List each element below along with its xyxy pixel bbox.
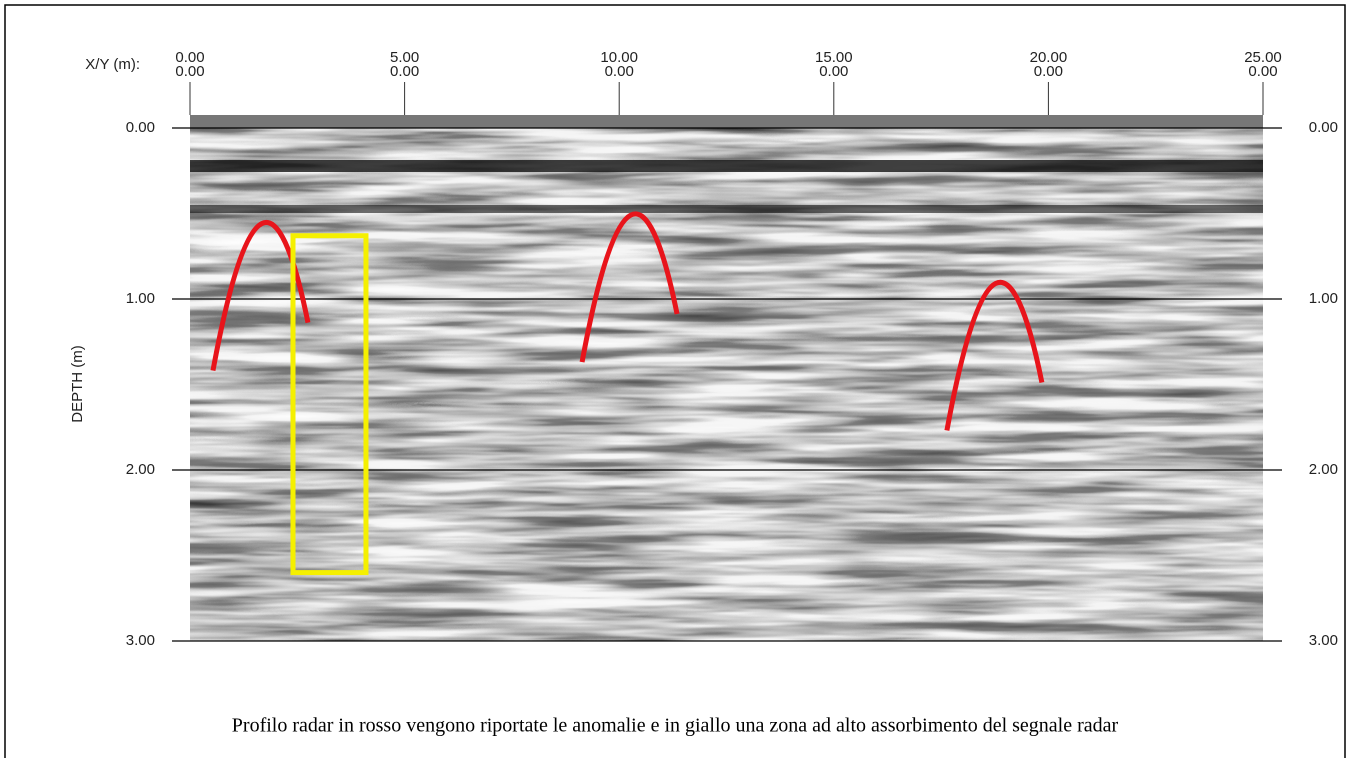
y-coordinate-label: 0.00 [390,63,419,80]
frame [4,4,1346,758]
radargram [190,128,1263,641]
y-axis-label: DEPTH (m) [69,345,86,423]
caption: Profilo radar in rosso vengono riportate… [232,715,1119,737]
y-tick-label: 0.00 [126,119,155,136]
y-tick-label-right: 1.00 [1309,290,1338,307]
x-tick-label: 0.00 [175,49,204,66]
x-tick-label: 20.00 [1030,49,1068,66]
x-tick-label: 25.00 [1244,49,1282,66]
surface-band [190,160,1263,172]
y-coordinate-label: 0.00 [605,63,634,80]
y-coordinate-label: 0.00 [819,63,848,80]
anomaly [210,220,311,372]
y-tick-label: 3.00 [126,632,155,649]
y-tick-label: 2.00 [126,461,155,478]
x-tick-label: 15.00 [815,49,853,66]
y-tick-label-right: 2.00 [1309,461,1338,478]
anomaly [579,211,680,363]
absorption-zone [290,233,369,576]
x-tick-label: 10.00 [600,49,638,66]
y-coordinate-label: 0.00 [175,63,204,80]
y-coordinate-label: 0.00 [1034,63,1063,80]
y-coordinate-label: 0.00 [1248,63,1277,80]
anomaly [944,279,1045,431]
x-tick-label: 5.00 [390,49,419,66]
x-axis-label: X/Y (m): [85,56,140,73]
y-tick-label-right: 0.00 [1309,119,1338,136]
y-tick-label: 1.00 [126,290,155,307]
surface-band [190,205,1263,213]
y-tick-label-right: 3.00 [1309,632,1338,649]
top-bar [190,115,1263,128]
